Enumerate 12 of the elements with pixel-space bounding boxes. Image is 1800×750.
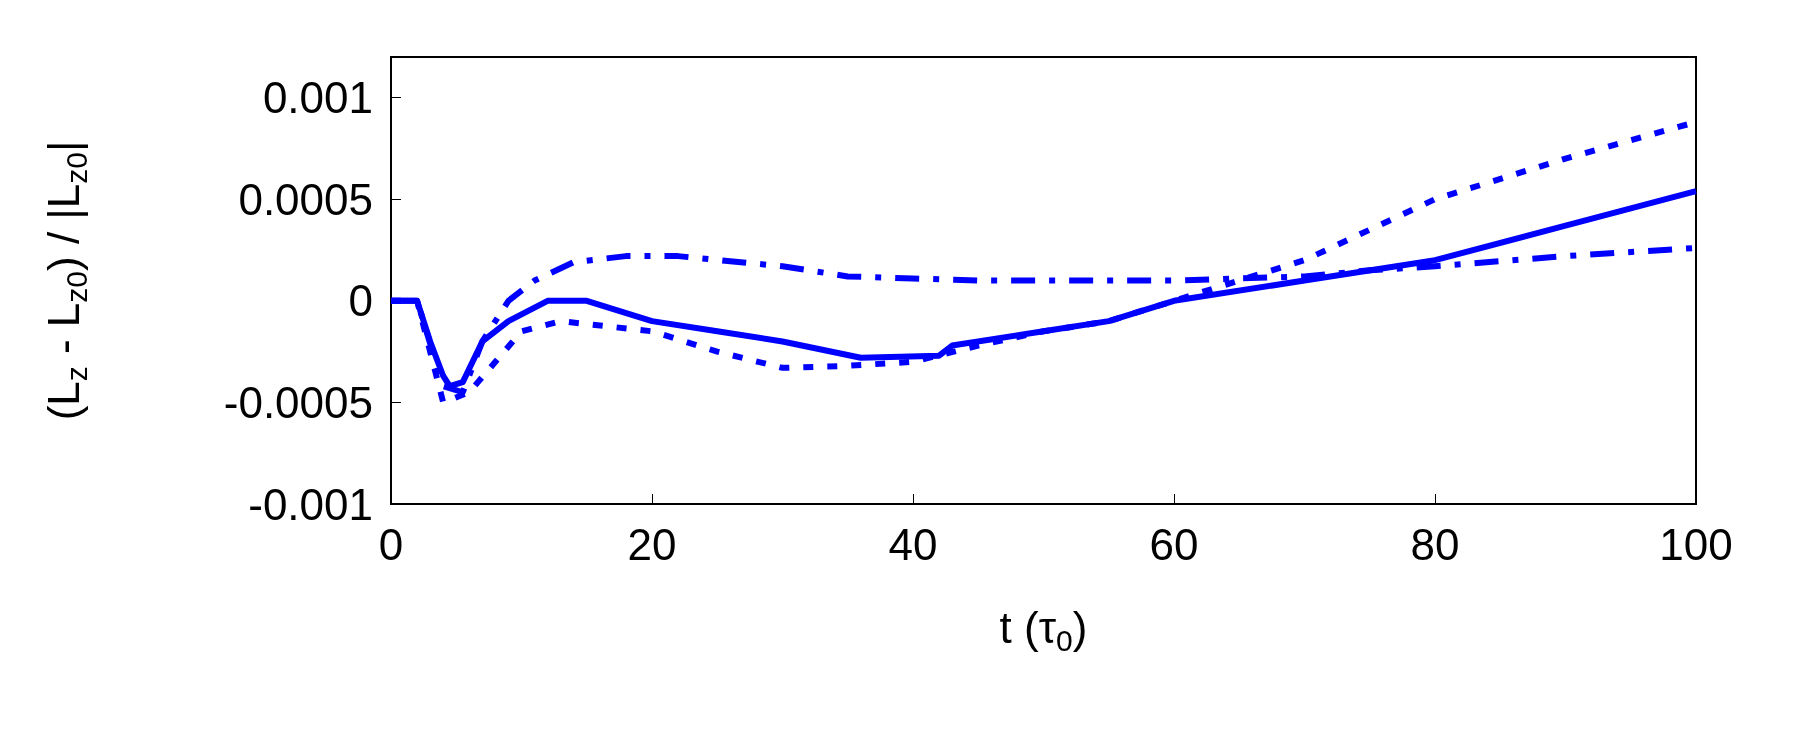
y-tick-label: 0.0005 — [238, 174, 373, 224]
y-tick-label: 0.001 — [262, 73, 373, 123]
y-tick-label: -0.001 — [248, 479, 373, 529]
y-tick-label: 0 — [348, 276, 373, 326]
x-tick-label: 0 — [378, 519, 404, 569]
x-tick-label: 20 — [627, 519, 677, 569]
y-tick-label: -0.0005 — [223, 377, 373, 427]
x-tick-label: 40 — [888, 519, 938, 569]
x-tick-label: 100 — [1659, 519, 1733, 569]
y-axis-title: (Lz - Lz0) / |Lz0| — [38, 140, 93, 421]
x-tick-label: 60 — [1149, 519, 1199, 569]
x-tick-label: 80 — [1410, 519, 1460, 569]
